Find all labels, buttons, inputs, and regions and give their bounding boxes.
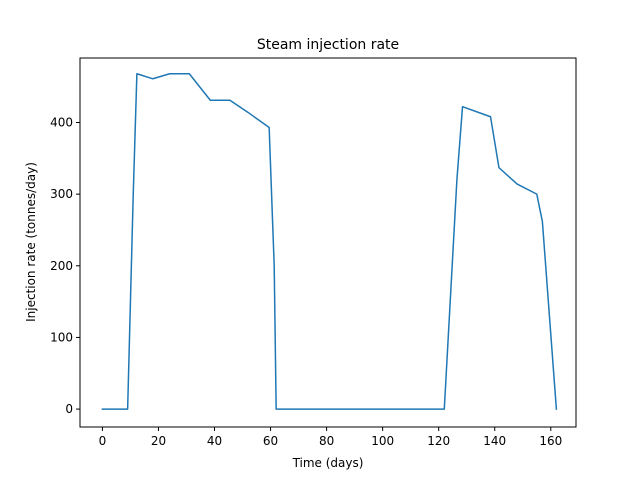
y-tick-label: 300: [50, 187, 73, 201]
plot-frame: [79, 57, 577, 428]
x-tick-label: 60: [263, 434, 278, 448]
x-tick-label: 40: [207, 434, 222, 448]
y-axis-label: Injection rate (tonnes/day): [24, 162, 38, 322]
x-tick-label: 120: [427, 434, 450, 448]
x-axis: 0 20 40 60 80 100 120 140 160: [99, 427, 562, 448]
x-tick-label: 20: [151, 434, 166, 448]
plot-area: [101, 73, 558, 410]
x-tick-label: 100: [371, 434, 394, 448]
y-tick-label: 200: [50, 259, 73, 273]
y-tick-label: 100: [50, 330, 73, 344]
series-line: [101, 73, 558, 410]
y-axis: 0 100 200 300 400: [50, 115, 80, 416]
y-tick-label: 400: [50, 115, 73, 129]
x-tick-label: 160: [539, 434, 562, 448]
x-axis-label: Time (days): [292, 456, 364, 470]
x-tick-label: 140: [483, 434, 506, 448]
x-tick-label: 80: [319, 434, 334, 448]
y-tick-label: 0: [65, 402, 73, 416]
chart-title: Steam injection rate: [257, 37, 399, 53]
x-tick-label: 0: [99, 434, 107, 448]
